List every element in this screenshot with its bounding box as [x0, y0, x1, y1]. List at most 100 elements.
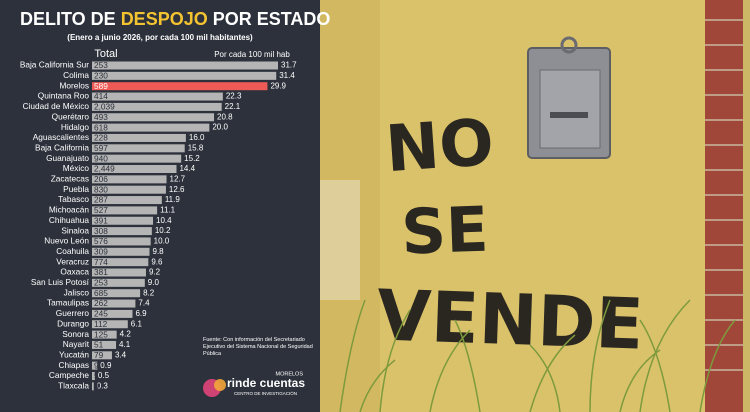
bar — [92, 216, 154, 225]
bar — [92, 133, 186, 142]
value-label: 10.4 — [156, 216, 172, 225]
total-label: 206 — [94, 174, 108, 184]
graffiti: NO — [383, 106, 496, 187]
category-label: Aguascalientes — [33, 132, 89, 142]
value-label: 11.1 — [160, 206, 176, 215]
category-label: Querétaro — [52, 111, 90, 121]
category-label: Ciudad de México — [23, 101, 90, 111]
category-label: Campeche — [49, 370, 90, 380]
source: Fuente: Con información del Secretariado… — [203, 337, 313, 357]
value-label: 16.0 — [189, 133, 205, 142]
value-label: 14.4 — [179, 164, 195, 173]
bar — [92, 247, 150, 256]
logo-text: CENTRO DE INVESTIGACIÓN — [234, 390, 297, 396]
total-label: 253 — [94, 278, 108, 288]
value-label: 22.3 — [226, 92, 242, 101]
bar — [92, 206, 158, 215]
value-label: 0.9 — [100, 361, 112, 370]
value-label: 8.2 — [143, 288, 155, 297]
column-header: Total — [94, 48, 117, 60]
total-label: 262 — [94, 298, 108, 308]
bar — [92, 258, 149, 267]
value-label: 10.0 — [154, 237, 170, 246]
bar — [92, 361, 98, 370]
logo-mark — [214, 379, 226, 391]
value-label: 4.2 — [120, 330, 132, 339]
bar — [92, 299, 136, 308]
category-label: Puebla — [63, 184, 89, 194]
bar — [92, 289, 141, 298]
graffiti: SE — [400, 193, 490, 269]
total-label: 230 — [94, 71, 108, 81]
bar — [92, 185, 166, 194]
bar — [92, 372, 95, 380]
value-label: 29.9 — [270, 81, 286, 90]
source-box: Fuente: Con información del Secretariado… — [203, 337, 313, 357]
category-label: Guanajuato — [46, 153, 89, 163]
value-label: 0.5 — [98, 371, 110, 380]
total-label: 9 — [94, 360, 99, 370]
total-label: 381 — [94, 267, 108, 277]
value-label: 31.4 — [279, 71, 295, 80]
brick-column — [705, 0, 743, 412]
bar — [92, 278, 145, 287]
bar — [92, 309, 133, 318]
total-label: 685 — [94, 288, 108, 298]
category-label: Zacatecas — [51, 174, 89, 184]
value-label: 20.0 — [212, 123, 228, 132]
total-label: 618 — [94, 122, 108, 132]
value-label: 15.2 — [184, 154, 200, 163]
total-label: 125 — [94, 329, 108, 339]
total-label: 5 — [94, 371, 99, 381]
value-label: 6.1 — [131, 319, 143, 328]
graffiti: VENDE — [376, 274, 645, 365]
bar — [92, 165, 177, 173]
chart-title: DELITO DE DESPOJO POR ESTADO — [20, 9, 330, 29]
value-label: 4.1 — [119, 340, 131, 349]
bar — [92, 227, 152, 236]
total-label: 2,449 — [94, 164, 115, 174]
category-label: Sonora — [62, 329, 89, 339]
total-label: 4 — [94, 381, 99, 391]
category-label: Durango — [57, 318, 89, 328]
category-label: Tlaxcala — [58, 381, 89, 391]
total-label: 830 — [94, 184, 108, 194]
bar — [92, 196, 162, 205]
bar — [92, 92, 223, 101]
category-label: Sinaloa — [61, 225, 89, 235]
wall-stain — [320, 180, 360, 300]
total-label: 308 — [94, 226, 108, 236]
total-label: 576 — [94, 236, 108, 246]
bar — [92, 61, 278, 70]
category-label: Morelos — [59, 80, 89, 90]
bar — [92, 330, 117, 339]
bar — [92, 175, 167, 184]
value-label: 10.2 — [155, 226, 171, 235]
total-label: 79 — [94, 350, 104, 360]
total-label: 228 — [94, 133, 108, 143]
category-label: Chihuahua — [49, 215, 90, 225]
total-label: 245 — [94, 309, 108, 319]
value-label: 11.9 — [165, 195, 181, 204]
bar — [92, 144, 185, 153]
total-label: 287 — [94, 195, 108, 205]
bar — [92, 154, 182, 163]
category-label: Nayarit — [63, 339, 90, 349]
logo-text: MORELOS — [275, 371, 303, 377]
column-header: Por cada 100 mil hab — [214, 50, 290, 59]
value-label: 31.7 — [281, 61, 297, 70]
total-label: 391 — [94, 215, 108, 225]
bar — [92, 382, 94, 391]
bar — [92, 71, 277, 80]
category-label: Coahuila — [56, 246, 89, 256]
bar — [92, 113, 215, 122]
title-part: DESPOJO — [121, 9, 208, 29]
chart-subtitle: (Enero a junio 2026, por cada 100 mil ha… — [67, 33, 253, 42]
total-label: 527 — [94, 205, 108, 215]
total-label: 940 — [94, 153, 108, 163]
bar — [92, 82, 268, 91]
value-label: 0.3 — [97, 381, 109, 390]
category-label: Chiapas — [59, 360, 89, 370]
total-label: 309 — [94, 246, 108, 256]
